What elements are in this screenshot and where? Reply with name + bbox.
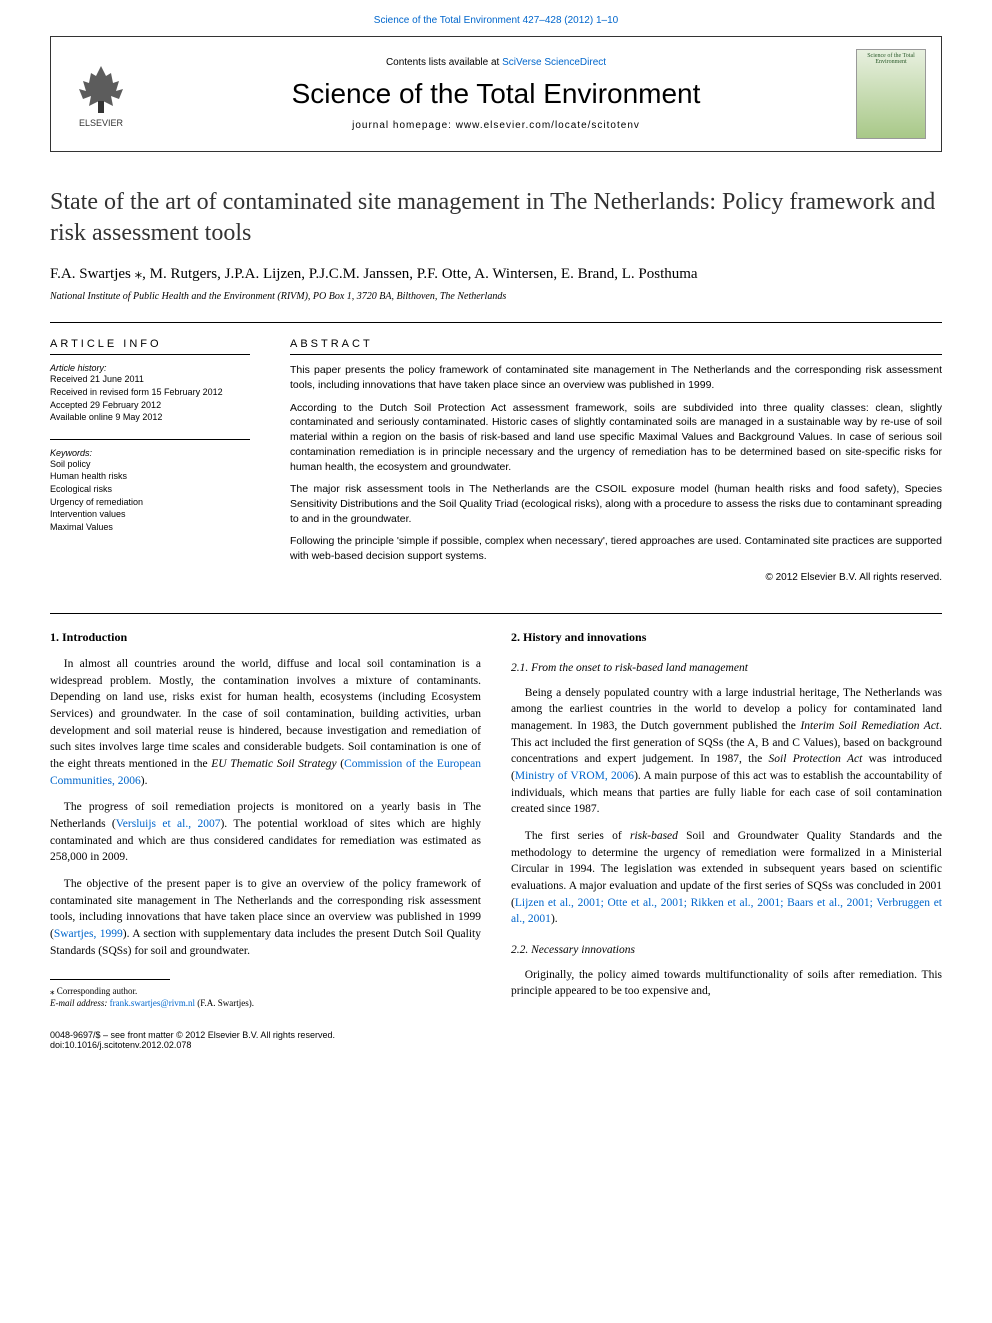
revised-date: Received in revised form 15 February 201…: [50, 386, 250, 399]
article-info: ARTICLE INFO Article history: Received 2…: [50, 338, 250, 582]
accepted-date: Accepted 29 February 2012: [50, 399, 250, 412]
body-paragraph: The first series of risk-based Soil and …: [511, 828, 942, 928]
body-paragraph: Originally, the policy aimed towards mul…: [511, 967, 942, 1000]
footer: 0048-9697/$ – see front matter © 2012 El…: [50, 1030, 942, 1050]
abstract-copyright: © 2012 Elsevier B.V. All rights reserved…: [290, 572, 942, 583]
abstract-paragraph: This paper presents the policy framework…: [290, 363, 942, 392]
reference-link[interactable]: Versluijs et al., 2007: [116, 818, 221, 830]
body-columns: 1. Introduction In almost all countries …: [50, 629, 942, 1010]
reference-link[interactable]: Swartjes, 1999: [54, 928, 123, 940]
abstract-paragraph: According to the Dutch Soil Protection A…: [290, 401, 942, 474]
keywords-label: Keywords:: [50, 448, 250, 458]
doi: doi:10.1016/j.scitotenv.2012.02.078: [50, 1040, 942, 1050]
subsection-heading: 2.2. Necessary innovations: [511, 942, 942, 959]
body-paragraph: The progress of soil remediation project…: [50, 799, 481, 866]
divider: [50, 322, 942, 323]
info-abstract-row: ARTICLE INFO Article history: Received 2…: [50, 338, 942, 582]
journal-name: Science of the Total Environment: [136, 78, 856, 110]
journal-header: ELSEVIER Contents lists available at Sci…: [50, 36, 942, 152]
keyword: Soil policy: [50, 458, 250, 471]
divider: [50, 613, 942, 614]
body-paragraph: In almost all countries around the world…: [50, 656, 481, 789]
abstract: ABSTRACT This paper presents the policy …: [290, 338, 942, 582]
affiliation: National Institute of Public Health and …: [50, 291, 942, 302]
section-heading: 2. History and innovations: [511, 629, 942, 646]
body-paragraph: Being a densely populated country with a…: [511, 685, 942, 818]
keywords-rule: [50, 439, 250, 440]
article-main: State of the art of contaminated site ma…: [50, 187, 942, 1010]
article-title: State of the art of contaminated site ma…: [50, 187, 942, 249]
keywords-block: Keywords: Soil policy Human health risks…: [50, 439, 250, 534]
contents-prefix: Contents lists available at: [386, 57, 502, 68]
body-paragraph: The objective of the present paper is to…: [50, 876, 481, 959]
journal-cover-thumbnail: Science of the Total Environment: [856, 49, 926, 139]
email-line: E-mail address: frank.swartjes@rivm.nl (…: [50, 998, 481, 1010]
publisher-name: ELSEVIER: [79, 118, 123, 128]
contents-line: Contents lists available at SciVerse Sci…: [136, 57, 856, 68]
abstract-rule: [290, 354, 942, 355]
online-date: Available online 9 May 2012: [50, 411, 250, 424]
keyword: Human health risks: [50, 470, 250, 483]
keyword: Urgency of remediation: [50, 496, 250, 509]
reference-link[interactable]: Ministry of VROM, 2006: [515, 770, 634, 782]
journal-citation-link[interactable]: Science of the Total Environment 427–428…: [0, 0, 992, 36]
keyword: Maximal Values: [50, 521, 250, 534]
publisher-logo: ELSEVIER: [66, 54, 136, 134]
footnote-separator: [50, 979, 170, 980]
header-center: Contents lists available at SciVerse Sci…: [136, 57, 856, 131]
info-rule: [50, 354, 250, 355]
abstract-paragraph: Following the principle 'simple if possi…: [290, 534, 942, 563]
journal-homepage: journal homepage: www.elsevier.com/locat…: [136, 120, 856, 131]
keyword: Intervention values: [50, 508, 250, 521]
history-label: Article history:: [50, 363, 250, 373]
subsection-heading: 2.1. From the onset to risk-based land m…: [511, 660, 942, 677]
author-list: F.A. Swartjes ⁎, M. Rutgers, J.P.A. Lijz…: [50, 264, 942, 283]
email-link[interactable]: frank.swartjes@rivm.nl: [110, 998, 195, 1008]
keyword: Ecological risks: [50, 483, 250, 496]
abstract-paragraph: The major risk assessment tools in The N…: [290, 482, 942, 526]
left-column: 1. Introduction In almost all countries …: [50, 629, 481, 1010]
elsevier-tree-icon: [71, 61, 131, 116]
abstract-heading: ABSTRACT: [290, 338, 942, 350]
right-column: 2. History and innovations 2.1. From the…: [511, 629, 942, 1010]
corresponding-author-note: ⁎ Corresponding author.: [50, 986, 481, 998]
section-heading: 1. Introduction: [50, 629, 481, 646]
info-heading: ARTICLE INFO: [50, 338, 250, 350]
reference-link[interactable]: Lijzen et al., 2001; Otte et al., 2001; …: [511, 897, 942, 926]
footer-copyright: 0048-9697/$ – see front matter © 2012 El…: [50, 1030, 942, 1040]
received-date: Received 21 June 2011: [50, 373, 250, 386]
sciencedirect-link[interactable]: SciVerse ScienceDirect: [502, 57, 606, 68]
